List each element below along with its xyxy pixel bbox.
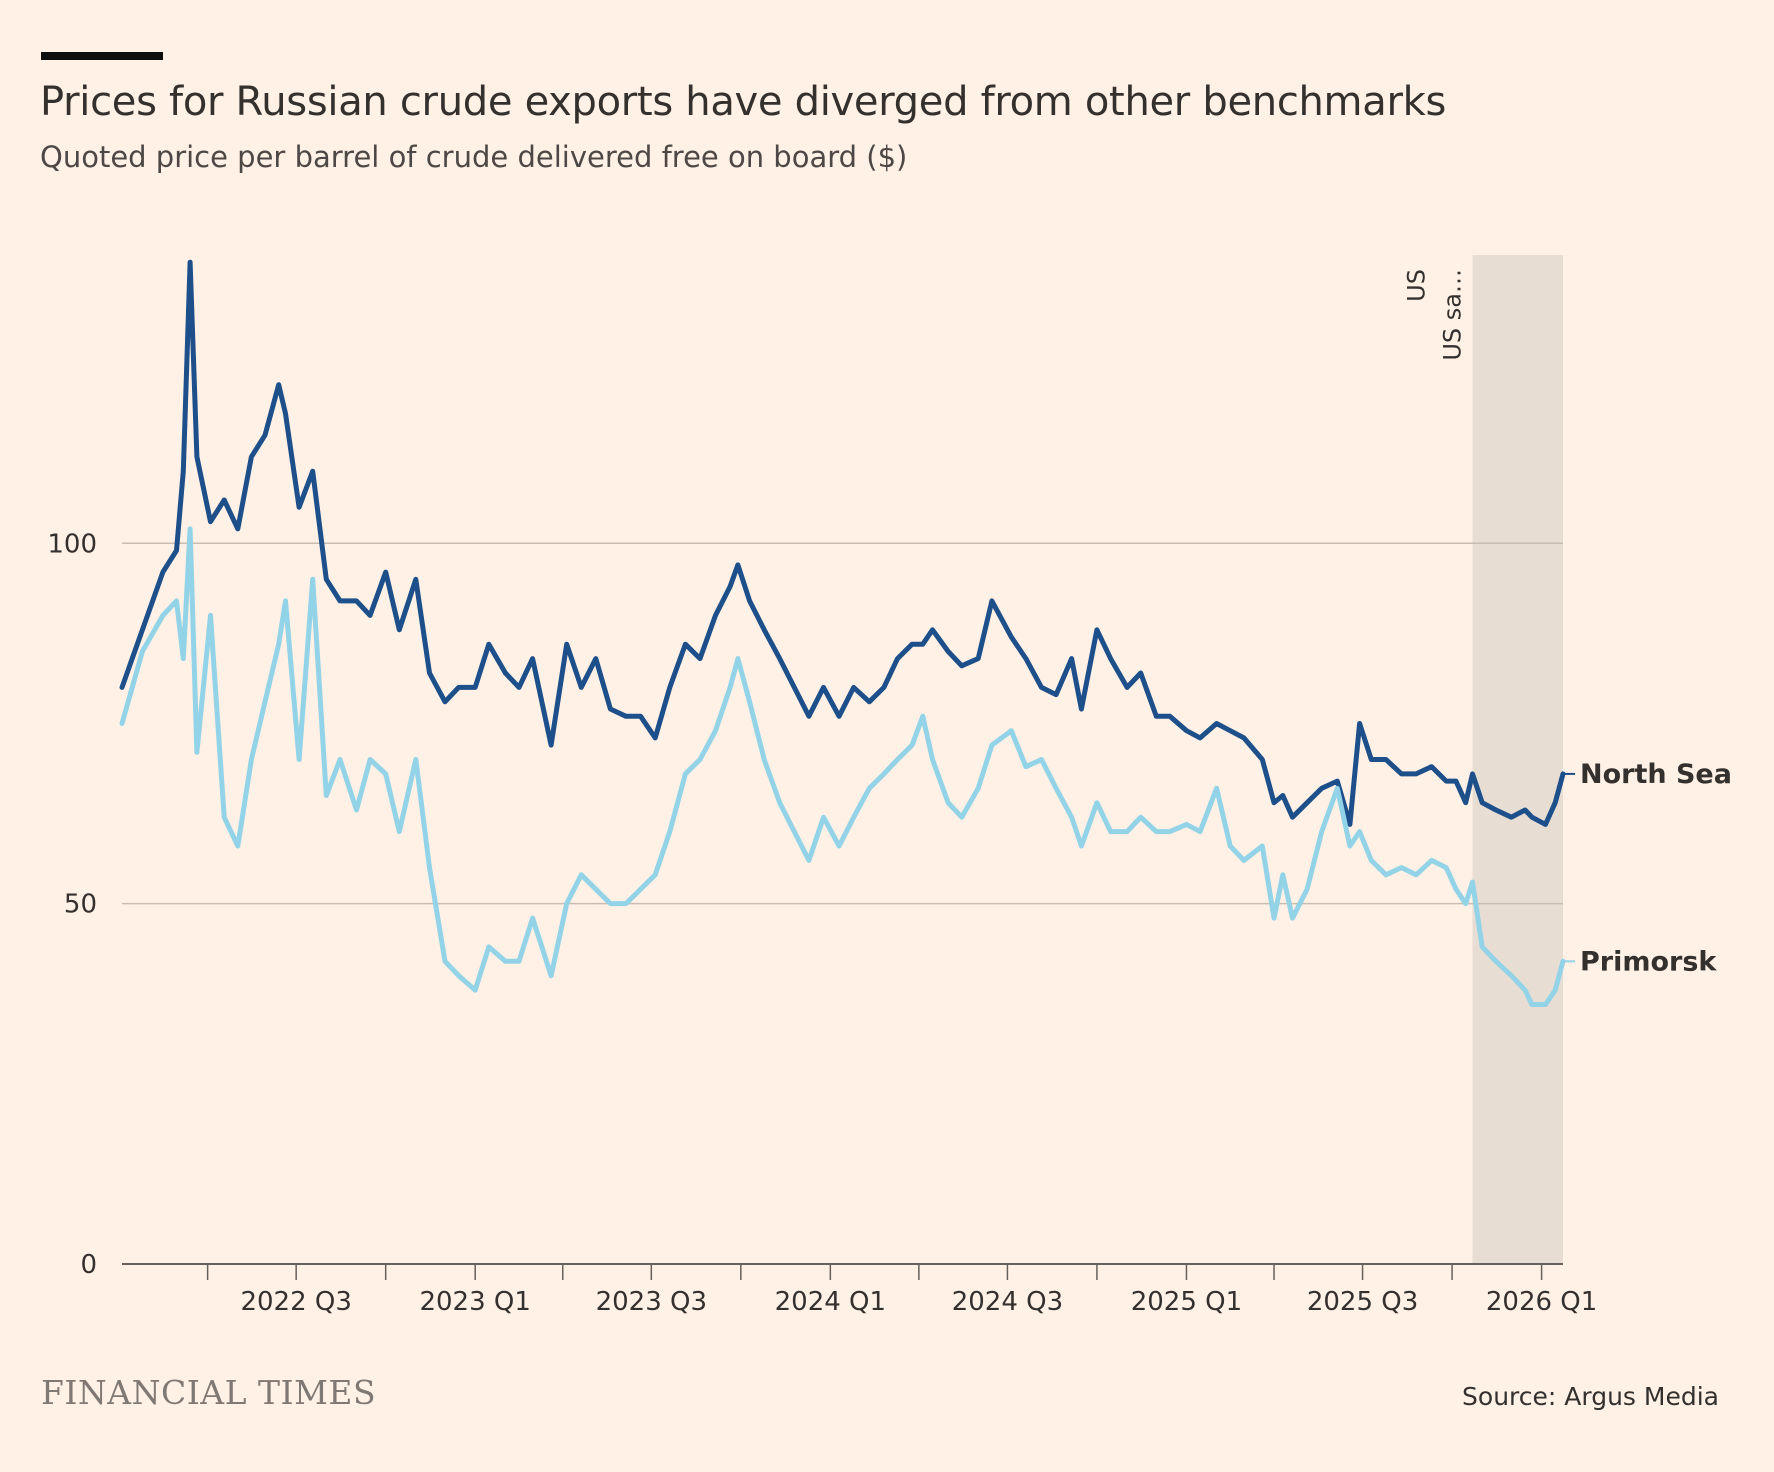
x-tick-label: 2024 Q3 [952, 1287, 1063, 1317]
series-lines [119, 259, 1566, 1007]
y-tick-label: 100 [47, 529, 97, 559]
series-line-north-sea [119, 259, 1566, 827]
series-label: North Sea [1580, 759, 1732, 790]
shaded-period-layer [1472, 255, 1563, 1264]
x-tick-label: 2022 Q3 [240, 1287, 351, 1317]
ft-logo: FINANCIAL TIMES [41, 1373, 377, 1412]
x-tick-label: 2023 Q3 [596, 1287, 707, 1317]
series-labels: US US sa… North Sea Primorsk [1403, 269, 1732, 977]
x-tick-label: 2024 Q1 [775, 1287, 886, 1317]
x-tick-label: 2023 Q1 [419, 1287, 530, 1317]
y-tick-label: 50 [64, 890, 97, 920]
series-label: Primorsk [1580, 946, 1717, 977]
x-tick-label: 2026 Q1 [1486, 1287, 1597, 1317]
chart-title: Prices for Russian crude exports have di… [40, 79, 1446, 125]
x-tick-label: 2025 Q1 [1131, 1287, 1242, 1317]
gridlines: 0 50 100 [47, 529, 1563, 1280]
y-tick-label: 0 [80, 1250, 97, 1280]
series-line-primorsk [119, 526, 1566, 1007]
x-tick-label: 2025 Q3 [1307, 1287, 1418, 1317]
title-rule [41, 52, 163, 60]
shaded-period [1472, 255, 1563, 1264]
source-note: Source: Argus Media [1462, 1382, 1719, 1411]
chart-subtitle: Quoted price per barrel of crude deliver… [40, 140, 908, 174]
annotation-label: US sa… [1439, 269, 1467, 361]
annotation-label: US [1403, 269, 1431, 302]
x-axis: 2022 Q3 2023 Q1 2023 Q3 2024 Q1 2024 Q3 2025 … [122, 1263, 1597, 1317]
